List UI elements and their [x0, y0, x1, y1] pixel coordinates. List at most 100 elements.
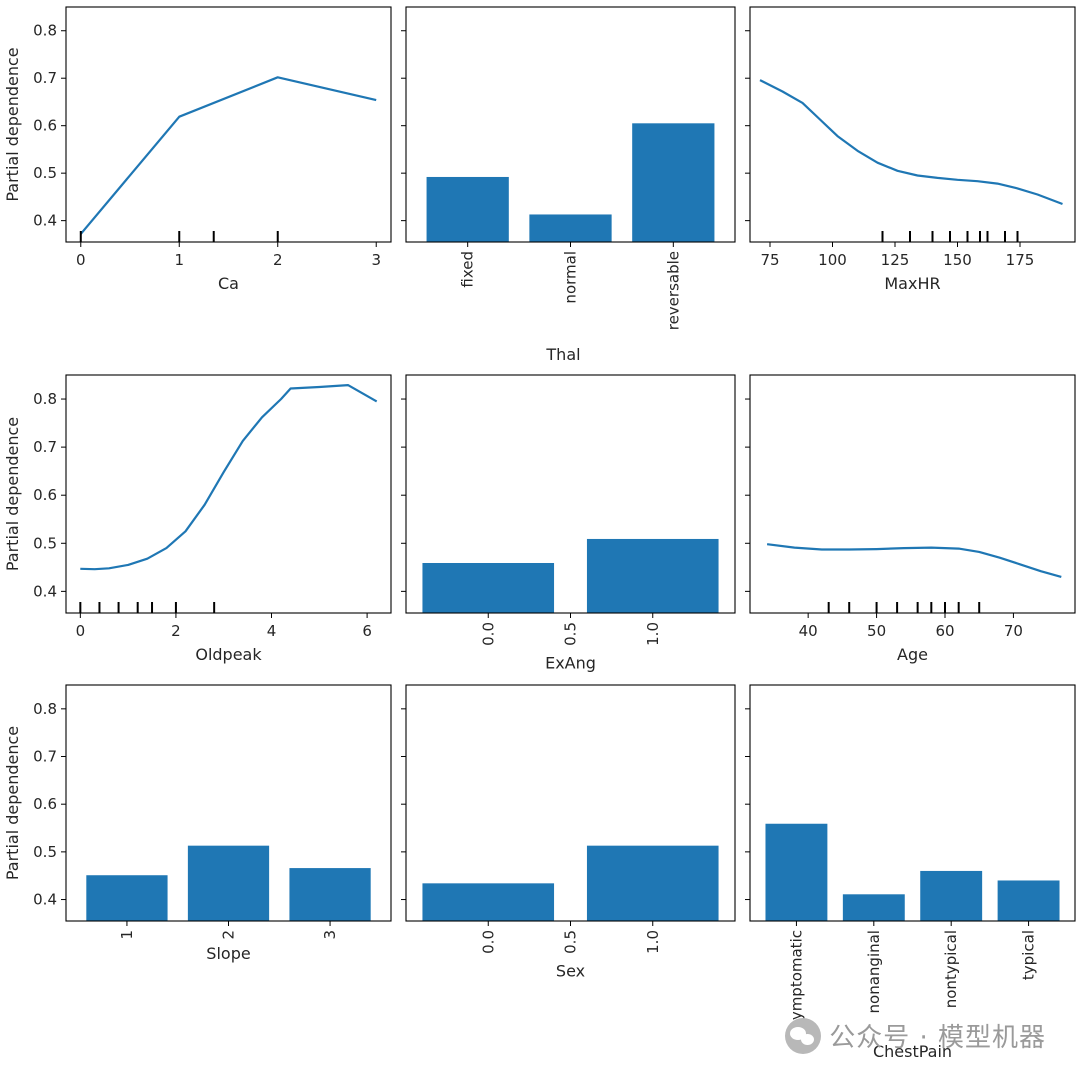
x-axis-label: Slope [206, 944, 250, 963]
y-tick-label: 0.8 [33, 22, 57, 40]
x-axis-label: MaxHR [884, 274, 940, 293]
x-axis-label: Sex [556, 962, 585, 981]
x-tick-label: 0 [76, 622, 86, 640]
y-tick-label: 0.5 [33, 843, 57, 861]
bar [997, 880, 1060, 921]
subplot-sex: 0.0 0.5 1.0 Sex [401, 684, 736, 981]
subplot-thal: fixed normal reversable Thal [401, 6, 736, 364]
y-tick-label: 0.7 [33, 69, 57, 87]
subplot-exang: 0.0 0.5 1.0 ExAng [401, 374, 736, 673]
x-axis-label: ExAng [545, 654, 596, 673]
y-tick-label: 0.5 [33, 534, 57, 552]
x-tick-label: 4 [267, 622, 277, 640]
y-tick-label: 0.8 [33, 390, 57, 408]
x-tick-label: 40 [799, 622, 818, 640]
subplot-oldpeak: 0.4 0.5 0.6 0.7 0.8 Partial dependence 0 2 4 6 Old… [3, 374, 392, 664]
y-tick-label: 0.8 [33, 700, 57, 718]
x-tick-label: 2 [273, 251, 283, 269]
bar [426, 176, 509, 242]
x-axis-label: ChestPain [873, 1042, 952, 1061]
x-tick-label: 2 [171, 622, 181, 640]
bar [765, 823, 828, 921]
x-tick-label: 125 [881, 251, 910, 269]
x-tick-label: nonanginal [865, 930, 883, 1013]
x-tick-label: typical [1020, 930, 1038, 980]
watermark: 公众号 · 模型机器 [785, 1017, 1046, 1054]
x-tick-label: 3 [321, 930, 339, 940]
bar [920, 870, 983, 921]
wechat-icon [785, 1017, 822, 1054]
x-tick-label: 0 [76, 251, 86, 269]
x-tick-label: nontypical [942, 930, 960, 1008]
subplot-maxhr: 75 100 125 150 175 MaxHR [745, 6, 1076, 293]
bar [586, 845, 719, 921]
pd-curve [759, 79, 1063, 206]
bar [529, 214, 612, 242]
x-tick-label: 100 [818, 251, 847, 269]
x-axis-label: Age [897, 645, 928, 664]
x-tick-label: 150 [943, 251, 972, 269]
x-axis-label: Thal [545, 345, 580, 364]
x-axis-label: Oldpeak [195, 645, 262, 664]
x-tick-label: 60 [935, 622, 954, 640]
x-tick-label: 0.0 [479, 930, 497, 954]
bar [187, 845, 270, 921]
y-tick-label: 0.4 [33, 212, 57, 230]
pd-curve [766, 543, 1062, 578]
x-tick-label: 50 [867, 622, 886, 640]
x-tick-label: 175 [1006, 251, 1035, 269]
axes-frame [749, 374, 1076, 614]
y-tick-label: 0.7 [33, 438, 57, 456]
axes-frame [405, 374, 736, 614]
x-tick-label: 1 [118, 930, 136, 940]
axes-frame [405, 6, 736, 243]
x-tick-label: 0.5 [562, 930, 580, 954]
x-tick-label: 1.0 [644, 930, 662, 954]
y-tick-label: 0.4 [33, 891, 57, 909]
y-tick-label: 0.6 [33, 117, 57, 135]
x-tick-label: 1 [174, 251, 184, 269]
axes-frame [65, 374, 392, 614]
y-tick-label: 0.5 [33, 164, 57, 182]
subplot-ca: 0.4 0.5 0.6 0.7 0.8 Partial dependence 0 1 2 3 Ca [3, 6, 392, 293]
y-tick-label: 0.4 [33, 582, 57, 600]
pd-curve [80, 384, 378, 571]
x-tick-label: 75 [760, 251, 779, 269]
pd-curve [79, 76, 377, 235]
x-tick-label: 3 [371, 251, 381, 269]
bar [422, 883, 555, 921]
subplot-age: 40 50 60 70 Age [745, 374, 1076, 664]
x-tick-label: 0.0 [479, 622, 497, 646]
y-tick-label: 0.6 [33, 795, 57, 813]
bar [289, 868, 371, 921]
bar [586, 538, 719, 613]
x-tick-label: normal [562, 251, 580, 304]
x-tick-label: asymptomatic [787, 930, 805, 1037]
axes-frame [405, 684, 736, 922]
x-tick-label: 70 [1004, 622, 1023, 640]
y-axis-label: Partial dependence [3, 726, 22, 880]
y-tick-label: 0.6 [33, 486, 57, 504]
x-tick-label: 2 [220, 930, 238, 940]
bar [632, 123, 715, 242]
bar [86, 875, 168, 921]
bar [842, 894, 905, 921]
bar [422, 562, 555, 613]
x-axis-label: Ca [218, 274, 239, 293]
axes-frame [65, 6, 392, 243]
axes-frame [749, 6, 1076, 243]
x-tick-label: 0.5 [562, 622, 580, 646]
y-axis-label: Partial dependence [3, 47, 22, 201]
watermark-text: 公众号 · 模型机器 [829, 1023, 1046, 1053]
x-tick-label: fixed [459, 251, 477, 288]
subplot-slope: 0.4 0.5 0.6 0.7 0.8 Partial dependence 1 2 3 Slop… [3, 684, 392, 963]
y-axis-label: Partial dependence [3, 417, 22, 571]
x-tick-label: reversable [664, 251, 682, 330]
subplot-chestpain: asymptomatic nonanginal nontypical typical C… [745, 684, 1076, 1061]
y-tick-label: 0.7 [33, 748, 57, 766]
axes-frame [749, 684, 1076, 922]
axes-frame [65, 684, 392, 922]
x-tick-label: 1.0 [644, 622, 662, 646]
x-tick-label: 6 [362, 622, 372, 640]
